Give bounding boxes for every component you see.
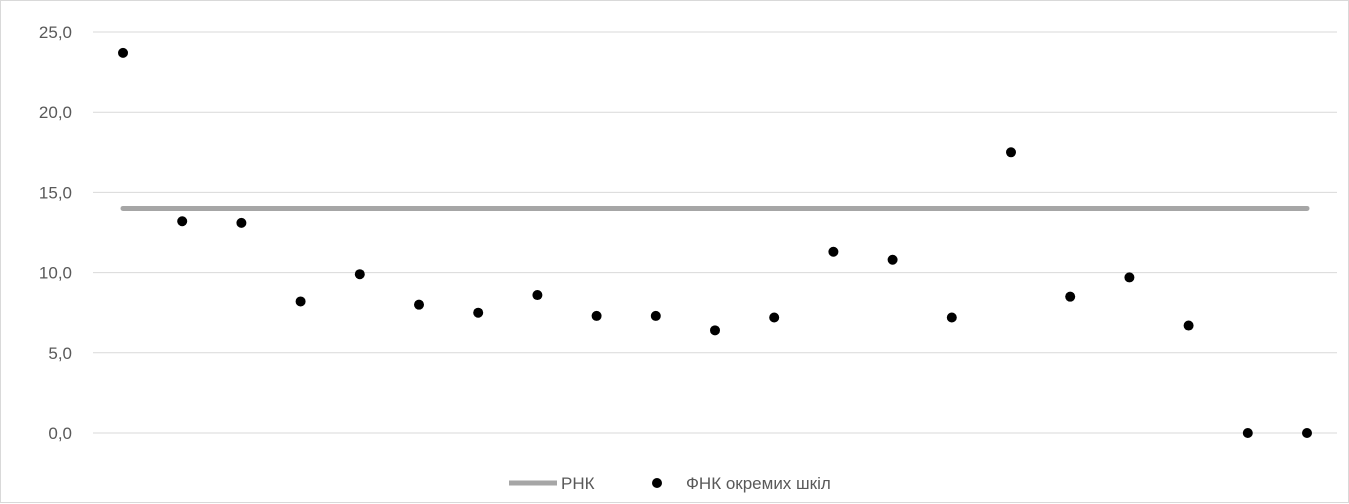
data-point — [828, 246, 839, 257]
y-tick-label: 25,0 — [39, 23, 72, 42]
series-layer — [118, 47, 1312, 438]
y-tick-label: 15,0 — [39, 183, 72, 202]
gridlines — [93, 31, 1337, 434]
data-point — [177, 216, 188, 227]
data-point — [591, 310, 602, 321]
data-point — [1302, 428, 1312, 438]
data-point — [946, 312, 957, 323]
data-point — [473, 307, 484, 318]
y-axis-tick-labels: 0,0 5,0 10,0 15,0 20,0 25,0 — [39, 23, 72, 443]
legend-marker-swatch — [652, 478, 662, 488]
data-point — [1124, 272, 1135, 283]
data-point — [1242, 428, 1253, 438]
y-tick-label: 10,0 — [39, 264, 72, 283]
y-tick-label: 5,0 — [48, 344, 72, 363]
data-point — [769, 312, 780, 323]
data-point — [887, 254, 898, 265]
data-point — [295, 296, 306, 307]
legend-label-rnk: РНК — [561, 474, 595, 493]
legend-label-schools: ФНК окремих шкіл — [686, 474, 831, 493]
data-point — [118, 47, 128, 58]
data-point — [532, 290, 543, 301]
data-point — [414, 299, 424, 310]
data-point — [354, 269, 365, 280]
data-point — [710, 325, 720, 336]
y-tick-label: 0,0 — [48, 424, 72, 443]
data-point — [1065, 291, 1076, 302]
data-point — [1183, 320, 1194, 331]
legend: РНК ФНК окремих шкіл — [509, 474, 831, 493]
y-tick-label: 20,0 — [39, 103, 72, 122]
data-point — [1006, 147, 1016, 158]
data-point — [236, 217, 247, 228]
data-point — [650, 310, 661, 321]
